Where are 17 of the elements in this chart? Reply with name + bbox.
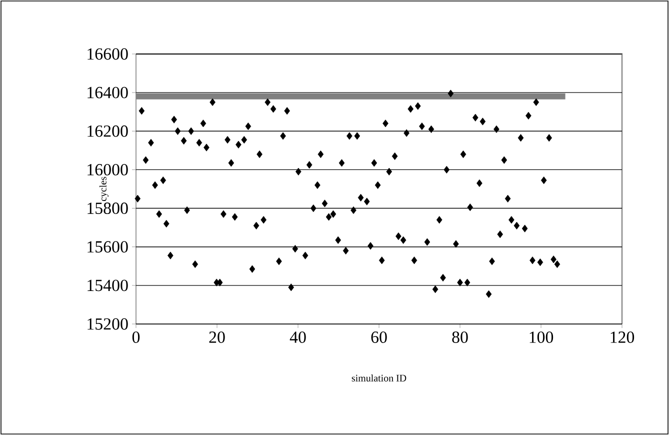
x-tick-label: 0 [132, 332, 140, 343]
x-tick-label: 40 [290, 332, 306, 343]
x-tick-label: 120 [610, 332, 634, 343]
x-tick-label: 100 [530, 332, 554, 343]
y-tick-label: 16400 [88, 86, 128, 98]
y-tick-label: 15600 [88, 241, 128, 253]
x-tick-label: 60 [371, 332, 387, 343]
y-tick-label: 15200 [88, 318, 128, 330]
x-tick-label: 20 [209, 332, 225, 343]
y-tick-label: 15400 [88, 280, 128, 292]
y-tick-label: 15800 [88, 202, 128, 214]
x-axis-title: simulation ID [352, 374, 406, 382]
y-axis-title: cycles [99, 176, 108, 202]
x-tick-label: 80 [452, 332, 468, 343]
y-tick-label: 16000 [88, 164, 128, 176]
y-tick-label: 16600 [88, 48, 128, 60]
y-tick-label: 16200 [88, 125, 128, 137]
